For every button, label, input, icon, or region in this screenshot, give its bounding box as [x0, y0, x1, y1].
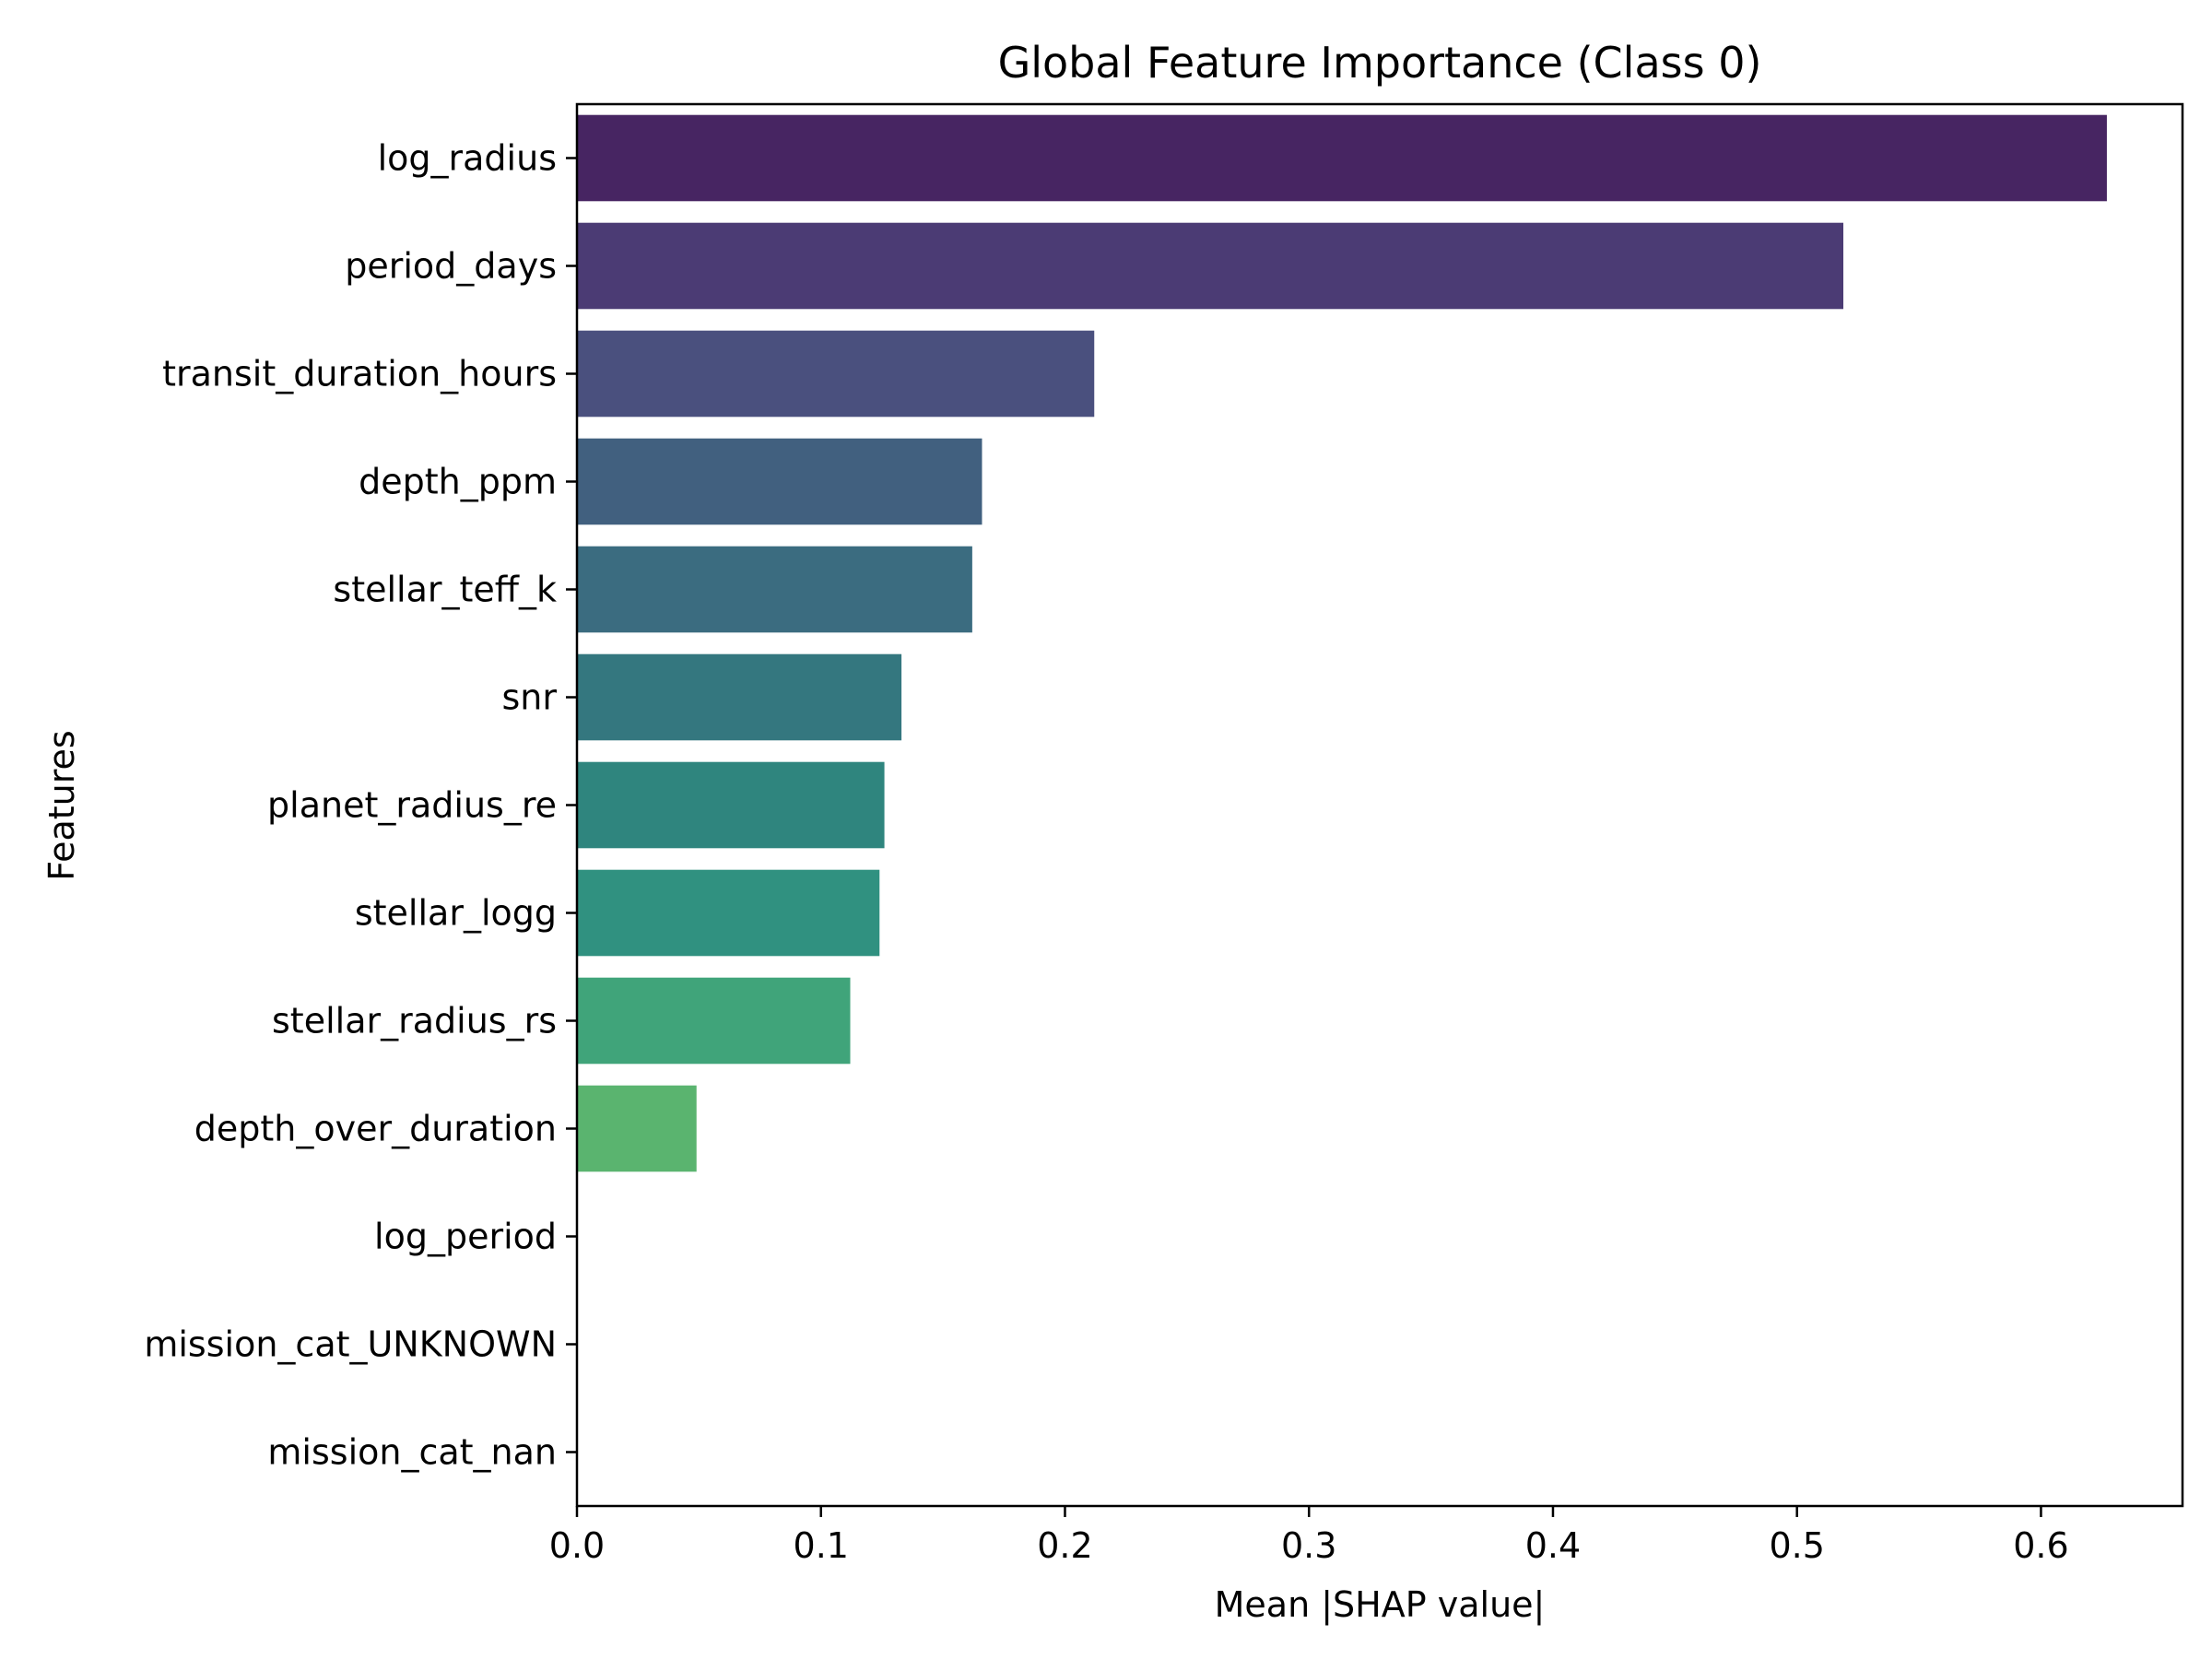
x-tick-label: 0.2: [1037, 1525, 1092, 1566]
bar-stellar-radius-rs: [577, 977, 851, 1065]
y-tick-label: log_radius: [378, 138, 557, 179]
bar-snr: [577, 653, 902, 741]
x-tick-label: 0.5: [1769, 1525, 1824, 1566]
x-axis-title: Mean |SHAP value|: [1215, 1584, 1546, 1626]
y-tick-label: transit_duration_hours: [162, 354, 557, 394]
chart-title: Global Feature Importance (Class 0): [998, 38, 1762, 88]
y-axis-title: Features: [41, 730, 82, 880]
x-tick-label: 0.0: [549, 1525, 605, 1566]
y-axis-ticks: log_radius period_days transit_duration_ho…: [144, 138, 577, 1473]
bar-transit-duration-hours: [577, 330, 1095, 418]
y-tick-label: mission_cat_UNKNOWN: [144, 1324, 557, 1365]
bar-stellar-logg: [577, 869, 880, 957]
bars-layer: [577, 114, 2107, 1172]
x-tick-label: 0.6: [2013, 1525, 2068, 1566]
y-tick-label: snr: [501, 677, 557, 718]
bar-planet-radius-re: [577, 761, 885, 849]
bar-period-days: [577, 222, 1844, 310]
y-tick-label: stellar_radius_rs: [272, 1001, 557, 1041]
plot-area-frame: [575, 102, 2184, 1508]
y-tick-label: period_days: [345, 246, 557, 287]
y-tick-label: log_period: [374, 1217, 557, 1257]
x-tick-label: 0.1: [794, 1525, 849, 1566]
y-tick-label: planet_radius_re: [267, 785, 557, 826]
y-tick-label: depth_over_duration: [194, 1109, 557, 1149]
bar-stellar-teff-k: [577, 546, 972, 633]
x-axis-ticks: 0.0 0.1 0.2 0.3 0.4 0.5 0.6: [549, 1506, 2069, 1566]
y-tick-label: mission_cat_nan: [267, 1432, 557, 1473]
y-tick-label: stellar_teff_k: [333, 570, 557, 610]
bar-depth-over-duration: [577, 1085, 697, 1172]
bar-depth-ppm: [577, 438, 982, 525]
x-tick-label: 0.4: [1525, 1525, 1581, 1566]
y-tick-label: stellar_logg: [355, 893, 557, 934]
y-tick-label: depth_ppm: [359, 462, 557, 502]
x-tick-label: 0.3: [1281, 1525, 1336, 1566]
bar-log-radius: [577, 114, 2107, 202]
